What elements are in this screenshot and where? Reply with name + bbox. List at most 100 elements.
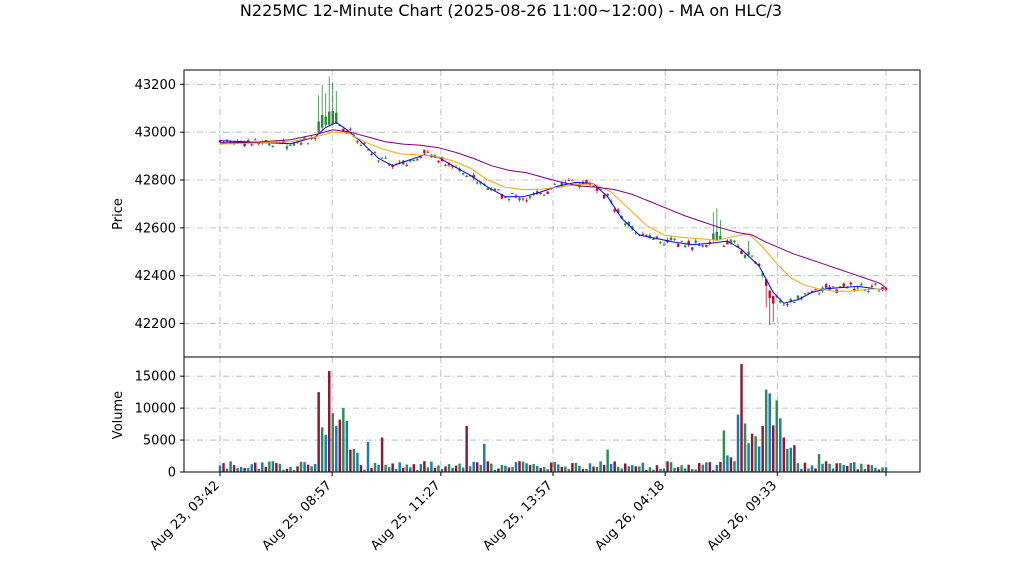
volume-bar <box>729 457 733 472</box>
candle-body <box>595 188 599 191</box>
volume-bar <box>807 468 810 472</box>
volume-bar <box>218 465 222 472</box>
candle-body <box>838 286 842 288</box>
volume-bar <box>324 434 327 472</box>
volume-bar <box>757 446 761 472</box>
volume-bar <box>222 463 225 472</box>
volume-bar <box>349 449 352 472</box>
volume-bar <box>655 465 659 472</box>
candle-body <box>243 142 246 146</box>
volume-bar <box>821 463 824 472</box>
ma-slow-line <box>219 129 887 289</box>
price-tick-label: 42400 <box>135 269 176 284</box>
volume-bar <box>451 467 454 472</box>
candle-body <box>712 233 715 240</box>
candle-body <box>853 288 856 291</box>
candle-body <box>616 209 620 214</box>
volume-bar <box>338 419 342 472</box>
candle-body <box>409 159 412 162</box>
candle-body <box>849 282 852 285</box>
candle-body <box>514 195 518 197</box>
candle-body <box>747 251 750 256</box>
volume-bar <box>676 467 680 472</box>
volume-bar <box>285 468 289 472</box>
candle-body <box>476 182 479 184</box>
volume-bar <box>416 470 419 472</box>
volume-bar <box>726 455 729 472</box>
candle-body <box>606 193 609 197</box>
volume-bar <box>715 464 719 472</box>
volume-bar <box>317 392 320 472</box>
candle-body <box>426 151 430 153</box>
candle-body <box>870 285 874 287</box>
candle-body <box>373 152 377 154</box>
candle-body <box>687 240 690 246</box>
candle-body <box>708 242 712 244</box>
volume-bar <box>835 463 838 472</box>
candle-body <box>493 188 497 191</box>
candle-body <box>504 197 507 199</box>
volume-bar <box>366 441 370 472</box>
candle-body <box>359 145 363 147</box>
candle-body <box>553 183 556 185</box>
volume-bar <box>373 462 377 472</box>
volume-bar <box>542 467 546 472</box>
candle-body <box>437 160 440 163</box>
candle-body <box>246 139 250 142</box>
candle-body <box>387 164 391 166</box>
candle-body <box>546 191 549 194</box>
volume-bar <box>571 463 574 472</box>
volume-bar <box>620 468 623 472</box>
volume-bar <box>588 463 592 472</box>
candle-body <box>690 247 694 250</box>
candle-body <box>292 143 296 146</box>
candle-body <box>877 290 881 292</box>
candle-body <box>268 143 271 146</box>
candle-body <box>793 301 796 303</box>
volume-bar <box>578 465 581 472</box>
volume-bar <box>581 468 585 472</box>
candle-body <box>874 283 877 285</box>
x-tick-label: Aug 23, 03:42 <box>147 478 223 554</box>
candle-body <box>733 240 736 243</box>
candle-body <box>701 245 704 247</box>
volume-bar <box>768 393 771 472</box>
candle-body <box>472 174 475 179</box>
candle-body <box>680 240 683 242</box>
volume-bar <box>817 454 821 472</box>
volume-bar <box>673 468 676 472</box>
volume-bar <box>328 371 331 472</box>
volume-bar <box>257 468 260 472</box>
volume-bar <box>662 468 666 472</box>
price-panel-frame <box>183 69 921 358</box>
volume-bar <box>268 461 271 472</box>
x-tick-label: Aug 25, 08:57 <box>259 478 335 554</box>
volume-bar <box>370 468 373 472</box>
volume-bar <box>306 464 310 472</box>
volume-tick-label: 0 <box>168 466 176 481</box>
volume-bar <box>849 462 852 472</box>
volume-bar <box>705 462 708 472</box>
candle-body <box>719 235 722 240</box>
candle-body <box>585 180 588 184</box>
candle-body <box>518 197 521 201</box>
volume-tick-label: 15000 <box>135 370 176 385</box>
volume-bar <box>564 466 567 472</box>
volume-bar <box>433 467 437 472</box>
candle-body <box>250 144 253 146</box>
volume-bar <box>384 464 387 472</box>
candle-body <box>803 293 807 295</box>
volume-bar <box>740 364 743 472</box>
volume-bar <box>856 469 860 472</box>
candle-body <box>655 236 659 238</box>
candle-body <box>789 299 793 302</box>
candle-body <box>370 154 373 156</box>
candle-body <box>676 243 680 247</box>
volume-bar <box>743 423 747 472</box>
volume-bar <box>225 468 229 472</box>
candle-body <box>817 293 821 295</box>
candle-body <box>264 140 268 142</box>
volume-bar <box>814 468 817 472</box>
volume-bar <box>574 462 578 472</box>
candle-body <box>447 163 451 166</box>
